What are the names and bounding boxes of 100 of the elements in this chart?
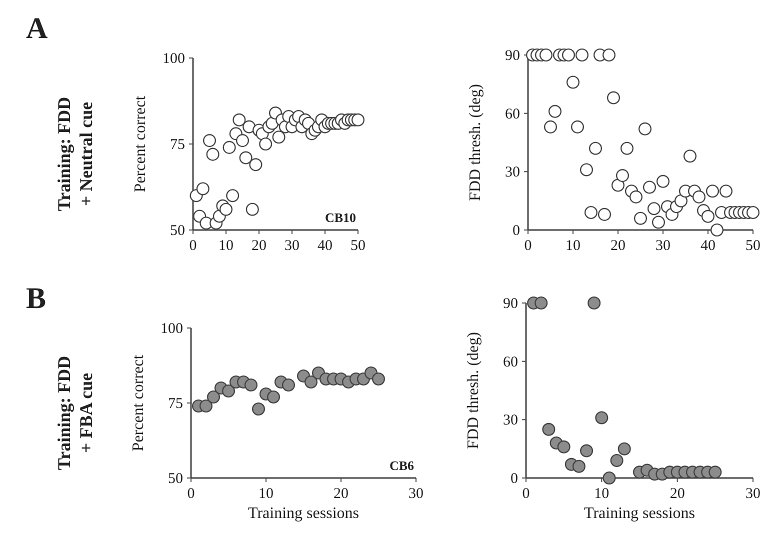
point	[199, 399, 213, 413]
y-tick-label: 100	[162, 51, 185, 67]
point	[647, 202, 661, 216]
y-axis-title: FDD thresh. (deg)	[465, 332, 482, 449]
x-tick-label: 30	[284, 238, 300, 254]
point	[588, 142, 602, 155]
point	[598, 208, 612, 221]
point	[244, 378, 258, 392]
x-tick-label: 30	[408, 486, 424, 502]
point	[692, 190, 706, 204]
point	[206, 390, 220, 404]
point	[588, 296, 601, 310]
point	[562, 48, 576, 62]
point	[557, 440, 570, 454]
point	[351, 113, 365, 126]
point	[542, 422, 556, 436]
point	[580, 444, 594, 458]
y-tick-label: 90	[505, 48, 520, 64]
point	[642, 180, 656, 194]
text: A	[26, 12, 48, 45]
text: + FBA cue	[76, 372, 96, 454]
point	[580, 163, 594, 176]
x-axis-title: Training sessions	[248, 505, 359, 522]
point	[222, 140, 236, 154]
point	[674, 194, 688, 208]
x-tick-label: 10	[218, 238, 234, 254]
x-tick-label: 0	[187, 486, 195, 502]
point	[611, 178, 625, 192]
point	[629, 190, 643, 204]
point	[719, 184, 733, 198]
point	[606, 91, 620, 104]
point	[544, 120, 558, 134]
x-tick-label: 50	[350, 238, 366, 254]
point	[196, 182, 210, 196]
point	[239, 151, 252, 164]
x-tick-label: 10	[566, 238, 580, 254]
text: B	[26, 282, 46, 315]
point	[539, 48, 553, 62]
point	[602, 471, 616, 485]
point	[572, 460, 586, 473]
point	[638, 122, 652, 136]
x-tick-label: 0	[189, 238, 197, 254]
point	[548, 104, 562, 118]
point	[266, 390, 280, 404]
point	[534, 296, 548, 310]
point	[616, 169, 630, 182]
y-tick-label: 50	[168, 471, 183, 487]
x-tick-label: 10	[594, 486, 610, 502]
annotation: CB10	[324, 210, 356, 225]
text: + Neutral cue	[76, 102, 96, 206]
x-tick-label: 20	[334, 486, 348, 502]
point	[620, 142, 634, 155]
y-tick-label: 0	[512, 223, 520, 239]
point	[566, 76, 580, 89]
x-tick-label: 0	[522, 486, 530, 502]
point	[706, 184, 720, 198]
x-tick-label: 30	[656, 238, 670, 254]
point	[226, 189, 240, 202]
text: Training: FDD	[54, 96, 74, 212]
y-axis-title: Percent correct	[130, 354, 147, 452]
point	[602, 48, 616, 62]
point	[584, 206, 598, 220]
point	[272, 130, 286, 144]
x-tick-label: 10	[258, 486, 274, 502]
point	[701, 210, 715, 223]
point	[610, 454, 624, 468]
point	[304, 375, 318, 389]
point	[570, 120, 584, 134]
point	[683, 150, 697, 163]
point	[232, 113, 246, 126]
point	[282, 378, 296, 392]
y-tick-label: 50	[170, 223, 185, 239]
point	[595, 411, 608, 424]
point	[575, 48, 589, 62]
x-tick-label: 20	[252, 238, 266, 254]
y-tick-label: 60	[503, 354, 518, 370]
point	[252, 402, 266, 416]
point	[634, 212, 648, 225]
point	[259, 137, 272, 151]
point	[246, 202, 259, 216]
point	[236, 134, 250, 148]
point	[656, 174, 670, 188]
x-tick-label: 50	[746, 238, 760, 254]
y-tick-label: 75	[170, 137, 185, 153]
point	[249, 158, 262, 172]
text: Training: FDD	[54, 356, 74, 470]
x-tick-label: 20	[610, 238, 626, 254]
point	[746, 206, 760, 220]
annotation: CB6	[389, 458, 414, 473]
y-axis-title: FDD thresh. (deg)	[467, 84, 484, 201]
point	[710, 223, 724, 237]
point	[372, 372, 386, 386]
x-tick-label: 30	[746, 486, 760, 502]
point	[618, 442, 631, 456]
point	[206, 148, 220, 161]
y-tick-label: 75	[168, 396, 183, 412]
x-tick-label: 40	[700, 238, 716, 254]
y-axis-title: Percent correct	[132, 95, 149, 192]
x-tick-label: 0	[524, 238, 532, 254]
point	[708, 466, 722, 479]
